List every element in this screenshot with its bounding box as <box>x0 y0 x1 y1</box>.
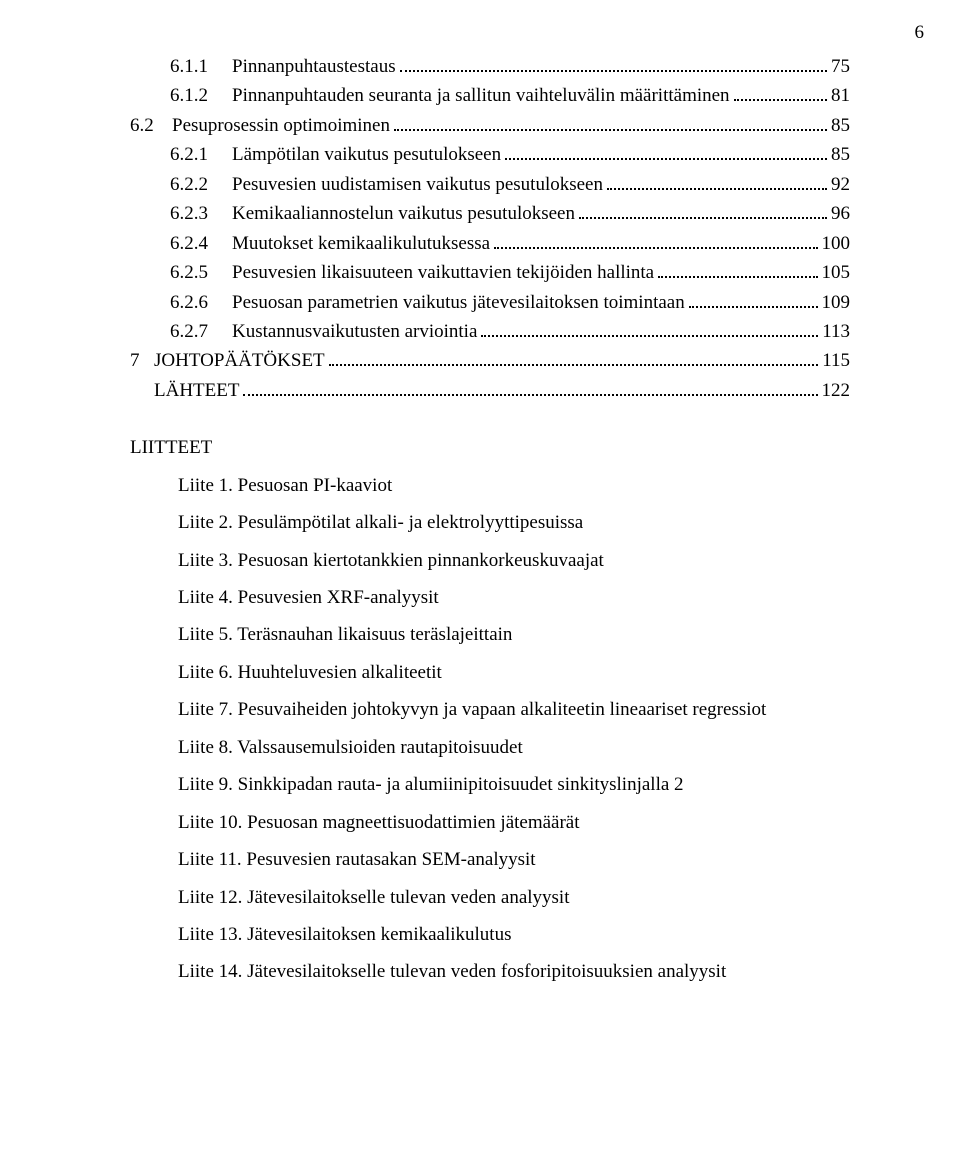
toc-entry: 6.1.2 Pinnanpuhtauden seuranta ja sallit… <box>130 81 850 110</box>
toc-section-number: 6.2.7 <box>170 317 232 346</box>
table-of-contents: 6.1.1 Pinnanpuhtaustestaus 756.1.2 Pinna… <box>130 52 850 405</box>
toc-section-title: Kemikaaliannostelun vaikutus pesutulokse… <box>232 199 575 228</box>
toc-page-number: 75 <box>831 52 850 81</box>
toc-page-number: 109 <box>822 288 851 317</box>
toc-section-number: 6.2.1 <box>170 140 232 169</box>
toc-section-number: 7 <box>130 346 154 375</box>
toc-page-number: 85 <box>831 111 850 140</box>
toc-leader-dots <box>494 232 817 249</box>
toc-page-number: 113 <box>822 317 850 346</box>
toc-section-title: Pinnanpuhtauden seuranta ja sallitun vai… <box>232 81 730 110</box>
toc-leader-dots <box>243 379 817 396</box>
toc-section-title: Pesuvesien uudistamisen vaikutus pesutul… <box>232 170 603 199</box>
toc-section-title: Lämpötilan vaikutus pesutulokseen <box>232 140 501 169</box>
toc-section-title: LÄHTEET <box>154 376 239 405</box>
toc-entry: 6.2.4 Muutokset kemikaalikulutuksessa 10… <box>130 229 850 258</box>
toc-leader-dots <box>394 114 827 131</box>
toc-page-number: 92 <box>831 170 850 199</box>
attachment-item: Liite 6. Huuhteluvesien alkaliteetit <box>178 658 850 687</box>
toc-section-number: 6.1.1 <box>170 52 232 81</box>
toc-section-number: 6.2.5 <box>170 258 232 287</box>
attachments-heading: LIITTEET <box>130 433 850 462</box>
toc-page-number: 115 <box>822 346 850 375</box>
toc-entry: 6.2 Pesuprosessin optimoiminen 85 <box>130 111 850 140</box>
attachment-item: Liite 12. Jätevesilaitokselle tulevan ve… <box>178 883 850 912</box>
toc-section-number: 6.1.2 <box>170 81 232 110</box>
toc-entry: 7 JOHTOPÄÄTÖKSET 115 <box>130 346 850 375</box>
toc-page-number: 85 <box>831 140 850 169</box>
attachment-item: Liite 7. Pesuvaiheiden johtokyvyn ja vap… <box>178 695 850 724</box>
attachment-item: Liite 4. Pesuvesien XRF-analyysit <box>178 583 850 612</box>
toc-leader-dots <box>579 202 827 219</box>
attachments-list: Liite 1. Pesuosan PI-kaaviot Liite 2. Pes… <box>130 471 850 987</box>
toc-entry: 6.2.7 Kustannusvaikutusten arviointia 11… <box>130 317 850 346</box>
toc-page-number: 96 <box>831 199 850 228</box>
toc-entry: 6.2.6 Pesuosan parametrien vaikutus jäte… <box>130 288 850 317</box>
toc-section-title: Muutokset kemikaalikulutuksessa <box>232 229 490 258</box>
toc-section-number: 6.2.6 <box>170 288 232 317</box>
attachment-item: Liite 5. Teräsnauhan likaisuus teräslaje… <box>178 620 850 649</box>
toc-leader-dots <box>689 290 818 307</box>
toc-page-number: 122 <box>822 376 851 405</box>
attachment-item: Liite 10. Pesuosan magneettisuodattimien… <box>178 808 850 837</box>
toc-section-title: JOHTOPÄÄTÖKSET <box>154 346 325 375</box>
toc-leader-dots <box>329 349 819 366</box>
attachment-item: Liite 14. Jätevesilaitokselle tulevan ve… <box>178 957 850 986</box>
toc-leader-dots <box>505 143 827 160</box>
attachment-item: Liite 9. Sinkkipadan rauta- ja alumiinip… <box>178 770 850 799</box>
attachment-item: Liite 13. Jätevesilaitoksen kemikaalikul… <box>178 920 850 949</box>
toc-section-title: Pesuvesien likaisuuteen vaikuttavien tek… <box>232 258 654 287</box>
toc-page-number: 105 <box>822 258 851 287</box>
attachment-item: Liite 1. Pesuosan PI-kaaviot <box>178 471 850 500</box>
toc-section-number: 6.2.2 <box>170 170 232 199</box>
attachment-item: Liite 8. Valssausemulsioiden rautapitois… <box>178 733 850 762</box>
toc-section-title: Pinnanpuhtaustestaus <box>232 52 396 81</box>
toc-entry: 6.2.1 Lämpötilan vaikutus pesutulokseen … <box>130 140 850 169</box>
attachment-item: Liite 3. Pesuosan kiertotankkien pinnank… <box>178 546 850 575</box>
toc-entry: 6.2.3 Kemikaaliannostelun vaikutus pesut… <box>130 199 850 228</box>
toc-page-number: 100 <box>822 229 851 258</box>
toc-entry: 6.1.1 Pinnanpuhtaustestaus 75 <box>130 52 850 81</box>
attachment-item: Liite 11. Pesuvesien rautasakan SEM-anal… <box>178 845 850 874</box>
toc-section-number: 6.2.4 <box>170 229 232 258</box>
attachment-item: Liite 2. Pesulämpötilat alkali- ja elekt… <box>178 508 850 537</box>
toc-page-number: 81 <box>831 81 850 110</box>
page-number: 6 <box>915 18 925 47</box>
toc-section-number: 6.2.3 <box>170 199 232 228</box>
toc-entry: 6.2.2 Pesuvesien uudistamisen vaikutus p… <box>130 170 850 199</box>
toc-leader-dots <box>658 261 817 278</box>
toc-leader-dots <box>400 55 827 72</box>
toc-section-title: Pesuosan parametrien vaikutus jätevesila… <box>232 288 685 317</box>
toc-leader-dots <box>481 320 818 337</box>
toc-entry: 6.2.5 Pesuvesien likaisuuteen vaikuttavi… <box>130 258 850 287</box>
toc-leader-dots <box>607 173 827 190</box>
toc-section-number: 6.2 <box>130 111 172 140</box>
toc-section-title: Pesuprosessin optimoiminen <box>172 111 390 140</box>
toc-leader-dots <box>734 84 827 101</box>
toc-entry: LÄHTEET 122 <box>130 376 850 405</box>
toc-section-title: Kustannusvaikutusten arviointia <box>232 317 477 346</box>
